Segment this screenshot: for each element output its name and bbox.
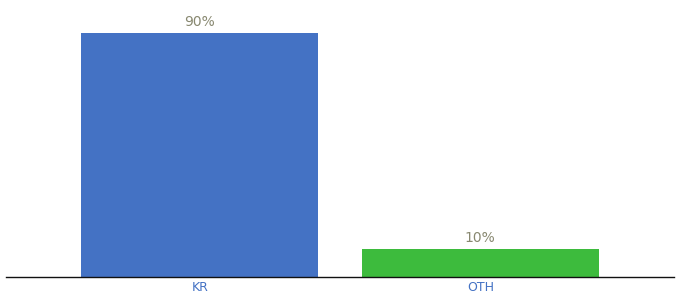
Bar	[81, 33, 318, 277]
Text: 90%: 90%	[184, 15, 215, 28]
Bar	[362, 250, 599, 277]
Text: 10%: 10%	[465, 231, 496, 245]
